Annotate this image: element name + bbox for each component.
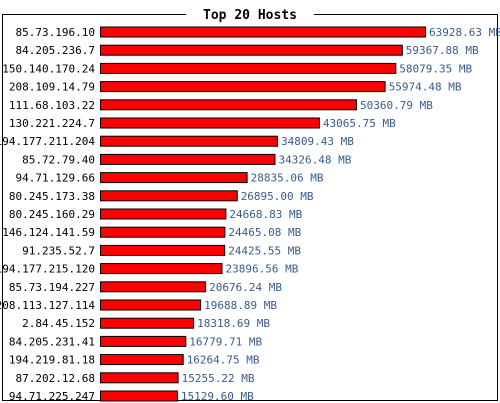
value-label: 50360.79 MB [360,99,433,112]
host-label: 87.202.12.68 [16,372,95,385]
host-label: 84.205.236.7 [16,44,95,57]
bar [100,81,386,93]
host-label: 85.73.196.10 [16,26,95,39]
host-label: 91.235.52.7 [22,244,95,257]
host-label: 111.68.103.22 [9,99,95,112]
bar [100,317,195,329]
bar [100,99,357,111]
host-label: 208.113.127.114 [0,299,95,312]
value-label: 43065.75 MB [323,117,396,130]
host-label: 85.72.79.40 [22,153,95,166]
host-label: 94.71.129.66 [16,172,95,185]
value-label: 24668.83 MB [229,208,302,221]
bar [100,299,202,311]
bar-rows: 85.73.196.10 63928.63 MB 84.205.236.7 59367… [0,26,500,403]
bar [100,135,278,147]
value-label: 18318.69 MB [197,317,270,330]
host-label: 194.177.215.120 [0,263,95,276]
host-label: 80.245.160.29 [9,208,95,221]
bar [100,335,187,347]
bar [100,208,227,220]
value-label: 58079.35 MB [399,62,472,75]
host-label: 146.124.141.59 [2,226,95,239]
value-label: 24465.08 MB [228,226,301,239]
bar [100,26,426,38]
bar [100,390,178,402]
host-label: 194.177.211.204 [0,135,95,148]
host-label: 80.245.173.38 [9,190,95,203]
host-label: 194.219.81.18 [9,354,95,367]
value-label: 34809.43 MB [281,135,354,148]
value-label: 15255.22 MB [182,372,255,385]
value-label: 23896.56 MB [226,263,299,276]
host-label: 150.140.170.24 [2,62,95,75]
value-label: 63928.63 MB [429,26,500,39]
bar [100,44,403,56]
bar [100,281,207,293]
host-label: 130.221.224.7 [9,117,95,130]
value-label: 28835.06 MB [251,172,324,185]
value-label: 19688.89 MB [204,299,277,312]
bar [100,190,238,202]
host-label: 85.73.194.227 [9,281,95,294]
value-label: 16779.71 MB [189,335,262,348]
chart-title: Top 20 Hosts [203,8,297,23]
value-label: 26895.00 MB [241,190,314,203]
value-label: 20676.24 MB [209,281,282,294]
bar [100,153,276,165]
bar [100,354,184,366]
value-label: 16264.75 MB [187,354,260,367]
bar [100,172,248,184]
host-label: 94.71.225.247 [9,390,95,403]
value-label: 55974.48 MB [389,81,462,94]
chart-title-background [186,5,314,23]
host-label: 208.109.14.79 [9,81,95,94]
value-label: 24425.55 MB [228,244,301,257]
host-label: 84.205.231.41 [9,335,95,348]
bar [100,226,226,238]
bar [100,62,397,74]
bar [100,372,179,384]
bar [100,263,223,275]
value-label: 15129.60 MB [181,390,254,403]
bar [100,117,320,129]
value-label: 59367.88 MB [406,44,479,57]
host-label: 2.84.45.152 [22,317,95,330]
value-label: 34326.48 MB [279,153,352,166]
bar [100,244,226,256]
